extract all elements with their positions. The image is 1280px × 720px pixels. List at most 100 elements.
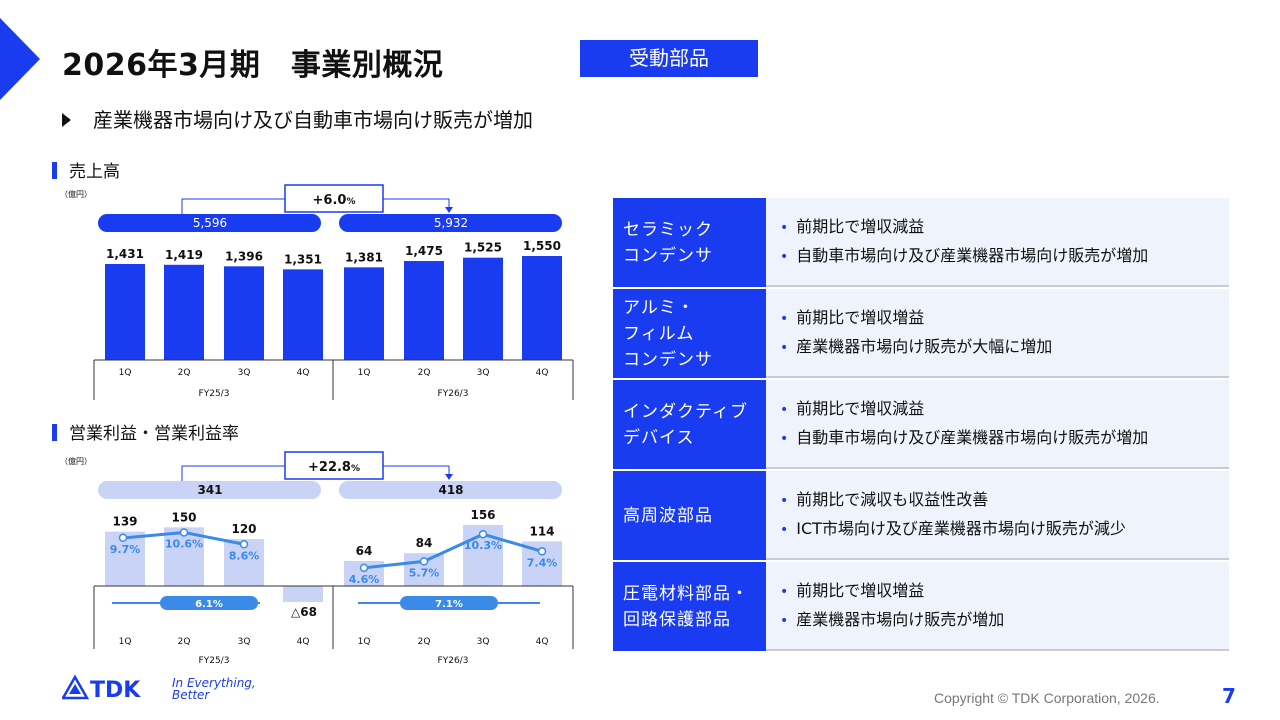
annual-margin-fy26: 7.1%	[435, 599, 463, 610]
profit-growth-box	[284, 451, 384, 480]
sales-bar	[164, 264, 204, 360]
segment-bullet: • 前期比で減収も収益性改善	[780, 486, 1229, 515]
bullet-text: 自動車市場向け及び産業機器市場向け販売が増加	[796, 245, 1149, 265]
sales-group-label: FY26/3	[438, 389, 469, 399]
segment-category-line: フィルム	[623, 323, 695, 344]
bullet-dot-icon: •	[780, 521, 789, 538]
sales-total-fy25: 5,596	[193, 216, 227, 230]
sales-tick-label: 3Q	[238, 368, 251, 378]
sales-bar	[224, 266, 264, 360]
profit-total-fy25: 341	[197, 483, 222, 497]
sales-bar-label: 1,475	[405, 244, 443, 258]
sales-tick-label: 3Q	[477, 368, 490, 378]
margin-point	[179, 528, 189, 537]
margin-label: 5.7%	[409, 566, 440, 579]
play-triangle-icon	[62, 112, 71, 127]
segment-bullet: • 前期比で増収増益	[780, 304, 1229, 333]
bullet-dot-icon: •	[780, 310, 789, 327]
segment-category: 高周波部品	[613, 471, 766, 560]
profit-ticks: 1Q 2Q 3Q 4Q 1Q 2Q 3Q 4Q FY25/3 FY26/3	[119, 637, 549, 666]
sales-chart: （億円） +6.0% 5,596 5,932 1,431 1,419 1,396 1,…	[60, 184, 574, 400]
margin-point	[419, 557, 429, 566]
segment-category-line: 圧電材料部品・	[623, 583, 749, 604]
sales-ticks: 1Q 2Q 3Q 4Q 1Q 2Q 3Q 4Q FY25/3 FY26/3	[119, 368, 549, 399]
tdk-emblem-icon	[62, 674, 90, 700]
sales-tick-label: 2Q	[178, 368, 191, 378]
profit-bar-label: 139	[112, 515, 137, 529]
segment-bullet: • 前期比で増収増益	[780, 577, 1229, 606]
table-row: セラミック コンデンサ • 前期比で増収減益 • 自動車市場向け及び産業機器市場向け販売が…	[613, 198, 1229, 287]
profit-arrow-icon	[445, 474, 453, 480]
segment-category-line: デバイス	[623, 427, 695, 448]
profit-bracket-right	[383, 465, 450, 476]
profit-group-label: FY25/3	[199, 656, 230, 666]
margin-point	[359, 563, 369, 573]
segment-bullet: • 自動車市場向け及び産業機器市場向け販売が増加	[780, 424, 1229, 453]
bullet-dot-icon: •	[780, 612, 789, 629]
sales-bracket-left	[181, 198, 285, 214]
segment-category: セラミック コンデンサ	[613, 198, 766, 287]
sales-arrow-icon	[445, 207, 453, 213]
profit-tick-label: 1Q	[358, 637, 371, 647]
profit-tick-label: 4Q	[536, 637, 549, 647]
profit-bar	[164, 527, 204, 586]
segment-badge: 受動部品	[580, 40, 758, 77]
bullet-text: 前期比で増収減益	[796, 398, 925, 418]
segment-category: 圧電材料部品・ 回路保護部品	[613, 562, 766, 651]
sales-tick-label: 1Q	[358, 368, 371, 378]
profit-bar-negative	[283, 586, 323, 602]
segment-category-line: インダクティブ	[623, 401, 748, 422]
margin-point	[537, 547, 547, 556]
sales-tick-label: 1Q	[119, 368, 132, 378]
profit-growth-label: +22.8%	[308, 460, 360, 475]
bullet-dot-icon: •	[780, 492, 789, 509]
profit-section-label: 営業利益・営業利益率	[52, 419, 239, 444]
page-number: 7	[1222, 684, 1236, 708]
segment-bullet: • 産業機器市場向け販売が大幅に増加	[780, 333, 1229, 362]
margin-label: 4.6%	[349, 573, 380, 586]
profit-bar-label: 156	[470, 508, 495, 522]
profit-bar-label: 84	[416, 536, 433, 550]
sales-bar	[463, 257, 503, 360]
bullet-dot-icon: •	[780, 401, 789, 418]
profit-bar-label: 150	[171, 510, 196, 524]
page-title: 2026年3月期 事業別概況	[62, 48, 444, 83]
profit-bar-label: 120	[231, 522, 256, 536]
profit-bar-label: 64	[356, 544, 373, 558]
segment-bullet: • 産業機器市場向け販売が増加	[780, 606, 1229, 635]
sales-growth-label: +6.0%	[313, 193, 356, 208]
annual-margin-pill-fy26	[400, 596, 498, 610]
logo-text: TDK	[90, 678, 141, 702]
profit-tick-label: 3Q	[477, 637, 490, 647]
sales-bar	[522, 256, 562, 360]
segment-category-line: セラミック	[623, 219, 713, 240]
segment-table: セラミック コンデンサ • 前期比で増収減益 • 自動車市場向け及び産業機器市場向け販売が…	[613, 198, 1229, 651]
profit-tick-label: 1Q	[119, 637, 132, 647]
sales-section-label: 売上高	[52, 157, 120, 182]
profit-total-pill-fy25	[98, 481, 321, 499]
margin-label: 7.4%	[527, 556, 558, 569]
margin-point	[239, 540, 249, 549]
logo-tagline-2: Better	[172, 688, 210, 702]
annual-margin-pill-fy25	[160, 596, 258, 610]
headline: 産業機器市場向け及び自動車市場向け販売が増加	[62, 104, 533, 133]
sales-bar-label: 1,419	[165, 248, 203, 262]
bullet-dot-icon: •	[780, 219, 789, 236]
profit-margin-lines: 9.7% 10.6% 8.6% 4.6% 5.7% 10.3% 7.4%	[110, 528, 558, 586]
sales-label-text: 売上高	[69, 162, 120, 182]
margin-point	[118, 533, 128, 543]
segment-category-line: 高周波部品	[623, 505, 713, 526]
table-row: 高周波部品 • 前期比で減収も収益性改善 • ICT市場向け及び産業機器市場向け販売が減…	[613, 471, 1229, 560]
bullet-text: 自動車市場向け及び産業機器市場向け販売が増加	[796, 427, 1149, 447]
segment-description: • 前期比で増収減益 • 自動車市場向け及び産業機器市場向け販売が増加	[766, 380, 1229, 469]
sales-total-fy26: 5,932	[434, 216, 468, 230]
bullet-text: 前期比で増収増益	[796, 580, 925, 600]
sales-bar	[404, 261, 444, 360]
bullet-text: 産業機器市場向け販売が増加	[796, 609, 1005, 629]
sales-unit: （億円）	[60, 189, 92, 199]
profit-bracket-left	[181, 465, 285, 481]
sales-bar	[105, 263, 145, 360]
section-marker	[52, 161, 57, 179]
segment-category-line: アルミ・	[623, 297, 695, 318]
annual-margin-fy25: 6.1%	[195, 599, 223, 610]
